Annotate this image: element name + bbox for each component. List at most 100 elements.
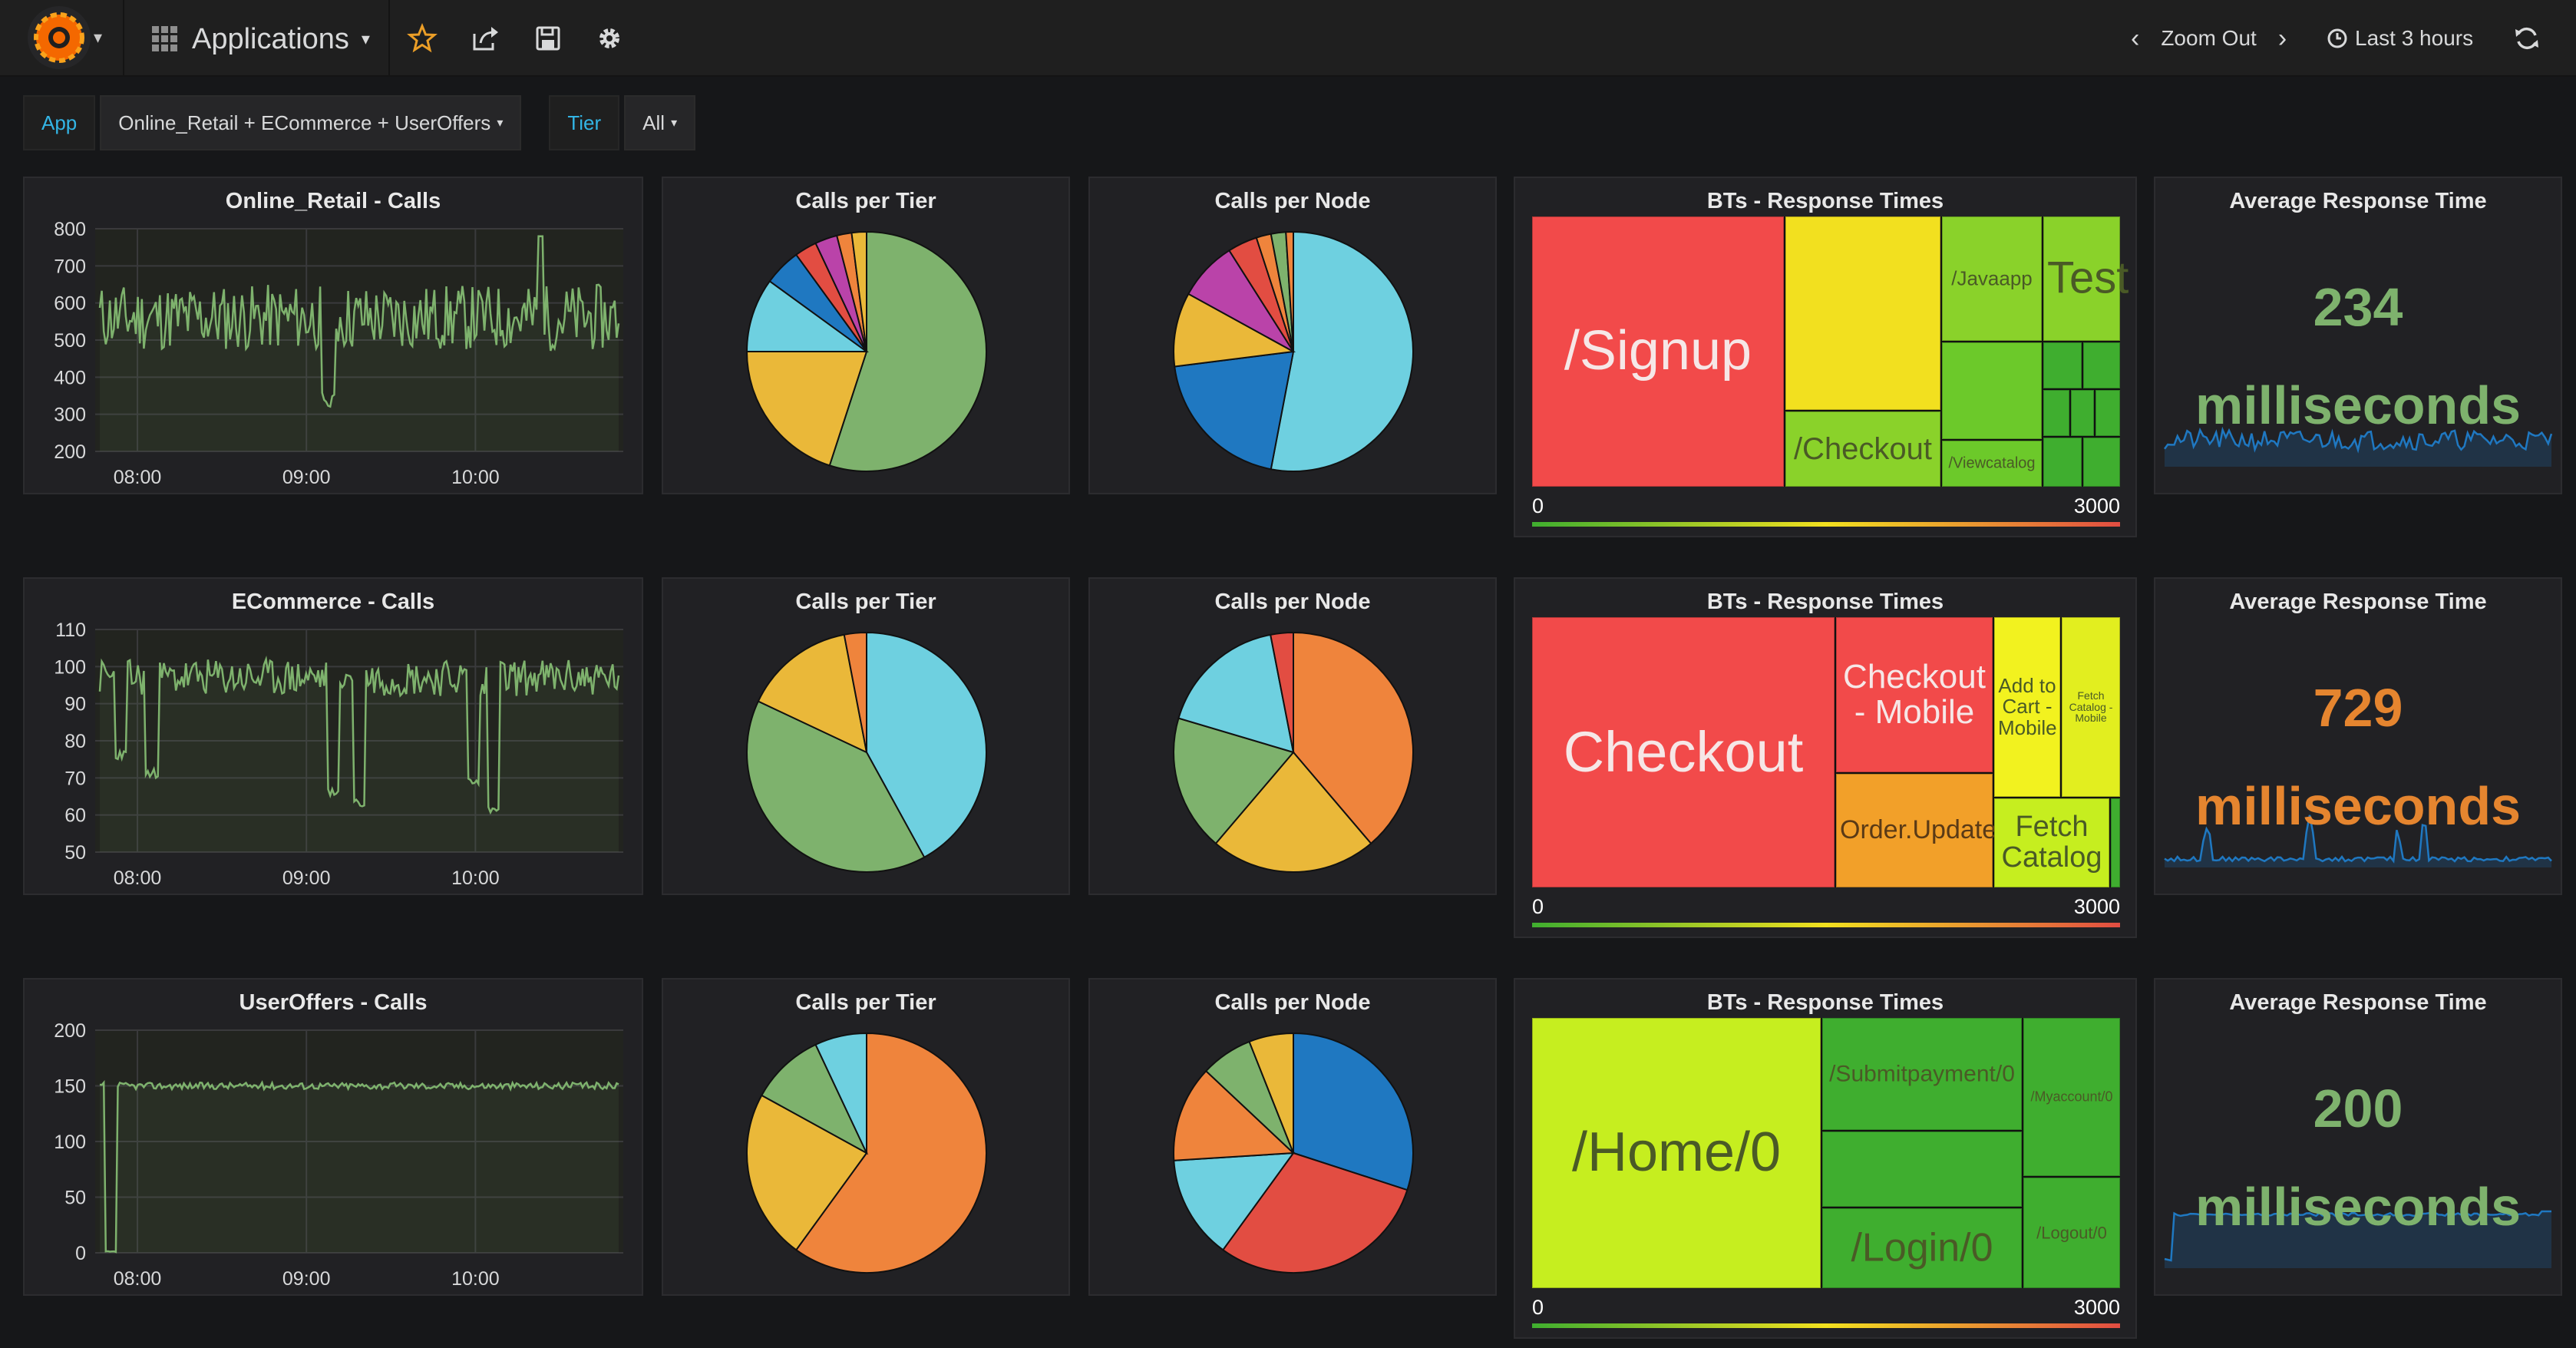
calls-graph-panel[interactable]: ECommerce - Calls 110 100 90 80 70 60 50 08:00 0… bbox=[23, 577, 643, 895]
node-pie-slice[interactable] bbox=[1174, 350, 1295, 471]
tier-pie-slice[interactable] bbox=[866, 631, 987, 859]
panel-title[interactable]: BTs - Response Times bbox=[1706, 990, 1944, 1015]
calls-per-tier-panel[interactable]: Calls per Tier bbox=[662, 577, 1070, 895]
average-response-time-panel[interactable]: Average Response Time 729 milliseconds bbox=[2154, 577, 2562, 895]
treemap-cell-test[interactable]: Test bbox=[2043, 216, 2129, 341]
panel-title[interactable]: ECommerce - Calls bbox=[231, 590, 435, 614]
node-pie-slice[interactable] bbox=[1270, 230, 1414, 472]
tier-pie-slice[interactable] bbox=[828, 230, 987, 472]
average-response-time-panel[interactable]: Average Response Time 234 milliseconds bbox=[2154, 177, 2562, 494]
tier-pie-slice[interactable] bbox=[843, 631, 867, 753]
calls-per-node-panel[interactable]: Calls per Node bbox=[1088, 577, 1497, 895]
chevron-left-icon[interactable]: ‹ bbox=[2131, 23, 2140, 53]
calls-graph-panel[interactable]: UserOffers - Calls 200 150 100 50 0 08:00 09:0… bbox=[23, 978, 643, 1296]
panel-title[interactable]: Calls per Node bbox=[1214, 990, 1371, 1015]
node-pie-slice[interactable] bbox=[1293, 631, 1414, 845]
node-pie-slice[interactable] bbox=[1177, 633, 1295, 754]
treemap-cell-add-to-cart[interactable]: Add to Cart - Mobile bbox=[1994, 617, 2060, 797]
save-icon[interactable] bbox=[533, 23, 563, 54]
treemap-cell-fetch-catalog-mobile[interactable]: Fetch Catalog - Mobile bbox=[2062, 617, 2120, 797]
treemap-cell[interactable] bbox=[2111, 798, 2120, 887]
average-response-time-panel[interactable]: Average Response Time 200 milliseconds bbox=[2154, 978, 2562, 1296]
node-pie-slice[interactable] bbox=[1173, 1151, 1296, 1251]
treemap-cell-submitpayment[interactable]: /Submitpayment/0 bbox=[1822, 1018, 2022, 1130]
tier-pie-slice[interactable] bbox=[760, 1043, 869, 1155]
tier-pie-slice[interactable] bbox=[746, 700, 926, 873]
tier-pie-slice[interactable] bbox=[745, 351, 868, 467]
treemap-cell[interactable] bbox=[1822, 1132, 2022, 1207]
treemap-cell-myaccount[interactable]: /Myaccount/0 bbox=[2023, 1018, 2120, 1176]
treemap-cell-checkout-mobile[interactable]: Checkout - Mobile bbox=[1836, 617, 1993, 772]
panel-title[interactable]: Online_Retail - Calls bbox=[225, 189, 441, 213]
bts-response-times-panel[interactable]: BTs - Response Times Checkout Checkout - … bbox=[1514, 577, 2137, 938]
treemap-cell-order-update[interactable]: Order.Update bbox=[1836, 774, 1996, 887]
treemap-cell-logout[interactable]: /Logout/0 bbox=[2023, 1178, 2120, 1288]
grafana-logo-icon[interactable] bbox=[28, 6, 91, 69]
treemap-cell[interactable] bbox=[2043, 390, 2069, 436]
treemap-cell[interactable] bbox=[2071, 390, 2094, 436]
bts-response-times-panel[interactable]: BTs - Response Times /Home/0/Submitpayme… bbox=[1514, 978, 2137, 1339]
calls-graph-panel[interactable]: Online_Retail - Calls 800 700 600 500 400 300… bbox=[23, 177, 643, 494]
time-picker[interactable]: Last 3 hours bbox=[2326, 17, 2473, 60]
variable-select-app[interactable]: Online_Retail + ECommerce + UserOffers ▾ bbox=[100, 95, 522, 150]
treemap-cell-signup[interactable]: /Signup bbox=[1532, 216, 1784, 487]
treemap-cell-fetch-catalog[interactable]: Fetch Catalog bbox=[1994, 798, 2109, 887]
calls-per-tier-panel[interactable]: Calls per Tier bbox=[662, 978, 1070, 1296]
panel-title[interactable]: Calls per Tier bbox=[795, 990, 936, 1015]
panel-title[interactable]: Average Response Time bbox=[2229, 590, 2487, 614]
panel-title[interactable]: UserOffers - Calls bbox=[239, 990, 428, 1015]
treemap-cell-home[interactable]: /Home/0 bbox=[1532, 1018, 1821, 1288]
variable-select-tier[interactable]: All ▾ bbox=[624, 95, 696, 150]
treemap-cell-login[interactable]: /Login/0 bbox=[1822, 1208, 2022, 1288]
node-pie-slice[interactable] bbox=[1221, 1151, 1409, 1274]
panel-title[interactable]: Calls per Tier bbox=[795, 590, 936, 614]
panel-title[interactable]: Calls per Tier bbox=[795, 189, 936, 213]
treemap-cell-javaapp[interactable]: /Javaapp bbox=[1942, 216, 2042, 341]
treemap-cell[interactable] bbox=[1785, 216, 1940, 410]
share-icon[interactable] bbox=[470, 23, 500, 54]
node-pie-slice[interactable] bbox=[1173, 292, 1296, 368]
chevron-down-icon[interactable]: ▾ bbox=[94, 28, 103, 47]
refresh-icon[interactable] bbox=[2512, 23, 2542, 54]
y-tick-label: 500 bbox=[54, 330, 86, 352]
tier-pie-slice[interactable] bbox=[814, 1032, 867, 1154]
panel-title[interactable]: BTs - Response Times bbox=[1706, 189, 1944, 213]
chevron-right-icon[interactable]: › bbox=[2277, 23, 2287, 53]
star-icon[interactable] bbox=[407, 23, 438, 54]
treemap-cell[interactable] bbox=[2043, 438, 2082, 487]
tier-pie-slice[interactable] bbox=[794, 1032, 987, 1274]
gear-icon[interactable] bbox=[594, 23, 625, 54]
node-pie-slice[interactable] bbox=[1173, 1069, 1296, 1161]
treemap-cell-checkout[interactable]: /Checkout bbox=[1785, 411, 1940, 487]
calls-per-tier-panel[interactable]: Calls per Tier bbox=[662, 177, 1070, 494]
treemap-cell[interactable] bbox=[2083, 342, 2120, 388]
node-pie-slice[interactable] bbox=[1293, 1032, 1414, 1191]
node-pie-slice[interactable] bbox=[1173, 717, 1295, 845]
calls-per-node-panel[interactable]: Calls per Node bbox=[1088, 177, 1497, 494]
panel-title[interactable]: Calls per Node bbox=[1214, 189, 1371, 213]
tier-pie-slice[interactable] bbox=[757, 633, 868, 754]
zoom-out-button[interactable]: Zoom Out bbox=[2161, 26, 2257, 50]
treemap-cell[interactable] bbox=[1942, 342, 2042, 439]
panel-title[interactable]: Average Response Time bbox=[2229, 189, 2487, 213]
tier-pie-slice[interactable] bbox=[746, 1094, 868, 1251]
panel-title[interactable]: Average Response Time bbox=[2229, 990, 2487, 1015]
treemap-cell[interactable] bbox=[2043, 342, 2082, 388]
panel-title[interactable]: BTs - Response Times bbox=[1706, 590, 1944, 614]
tier-pie-slice[interactable] bbox=[850, 230, 867, 352]
node-pie-slice[interactable] bbox=[1270, 631, 1294, 753]
calls-per-node-panel[interactable]: Calls per Node bbox=[1088, 978, 1497, 1296]
sparkline bbox=[2164, 1210, 2551, 1262]
dashboard-picker[interactable]: Applications ▾ bbox=[150, 20, 370, 58]
treemap-cell-viewcatalog[interactable]: /Viewcatalog bbox=[1942, 441, 2042, 487]
treemap-cell-checkout[interactable]: Checkout bbox=[1532, 617, 1835, 887]
node-pie-slice[interactable] bbox=[1248, 1032, 1294, 1154]
treemap-cell[interactable] bbox=[2095, 390, 2120, 436]
x-tick-label: 10:00 bbox=[451, 1268, 500, 1290]
node-pie-slice[interactable] bbox=[1285, 230, 1294, 352]
tier-pie-slice[interactable] bbox=[745, 279, 870, 352]
treemap-cell[interactable] bbox=[2083, 438, 2120, 487]
bts-response-times-panel[interactable]: BTs - Response Times /Signup/Checkout/Ja… bbox=[1514, 177, 2137, 537]
node-pie-slice[interactable] bbox=[1214, 751, 1372, 874]
panel-title[interactable]: Calls per Node bbox=[1214, 590, 1371, 614]
